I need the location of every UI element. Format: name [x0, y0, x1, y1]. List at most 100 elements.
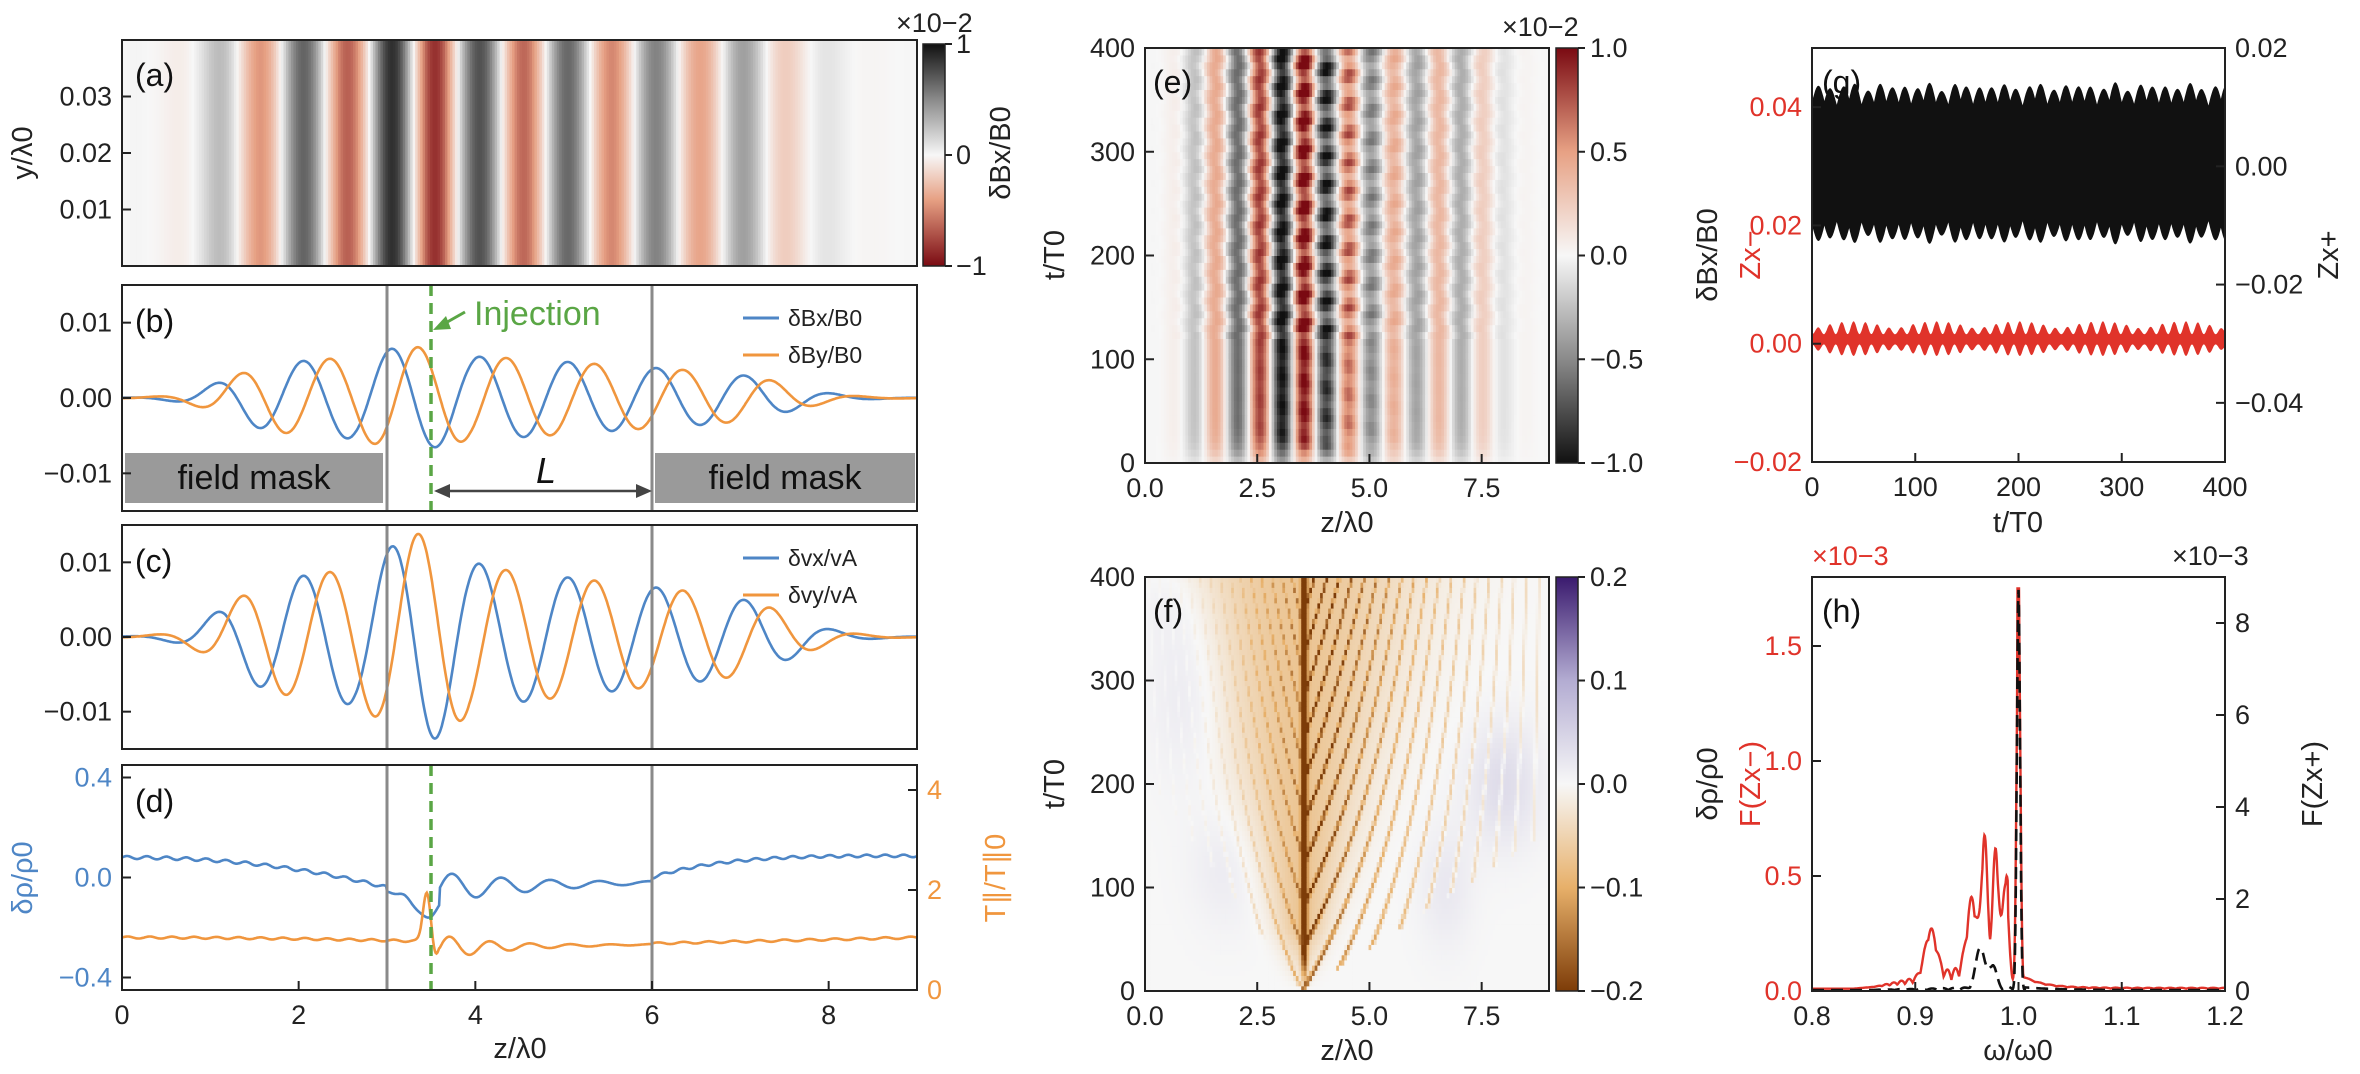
e-cell	[1161, 380, 1165, 388]
e-cell	[1185, 442, 1189, 450]
e-cell	[1384, 386, 1388, 395]
e-cell	[1465, 386, 1469, 395]
e-cell	[1500, 435, 1504, 443]
a-cell	[584, 40, 588, 266]
e-cell	[1492, 393, 1496, 402]
e-cell	[1338, 435, 1343, 443]
a-cell	[566, 40, 570, 266]
e-cell	[1338, 428, 1343, 436]
e-cell	[1352, 442, 1356, 450]
e-cell	[1320, 393, 1324, 402]
e-cell	[1306, 380, 1310, 388]
e-cell	[1495, 400, 1499, 409]
e-cell	[1188, 456, 1192, 463]
e-cell	[1285, 442, 1289, 450]
a-cell	[621, 40, 625, 266]
e-cell	[1497, 421, 1502, 429]
e-cell	[1171, 421, 1176, 429]
d-ytick-r-label-2: 0	[927, 975, 942, 1005]
e-cell	[1497, 428, 1502, 436]
a-cell	[139, 40, 143, 266]
a-cell	[420, 40, 424, 266]
a-cell	[767, 40, 772, 266]
e-cell	[1247, 442, 1251, 450]
e-cell	[1452, 421, 1456, 429]
e-cell	[1460, 449, 1464, 457]
e-cell	[1161, 456, 1165, 463]
e-cell	[1473, 400, 1477, 409]
e-cell	[1355, 386, 1359, 395]
e-cell	[1282, 456, 1286, 463]
e-cell	[1155, 428, 1159, 436]
e-cell	[1449, 428, 1453, 436]
e-cell	[1241, 380, 1246, 388]
e-cell	[1505, 442, 1510, 450]
e-cell	[1279, 386, 1283, 395]
a-cell	[492, 40, 496, 266]
e-cell	[1349, 456, 1353, 463]
e-cell	[1500, 456, 1504, 463]
e-cell	[1390, 421, 1394, 429]
e-cell	[1522, 407, 1526, 416]
e-cell	[1231, 400, 1235, 409]
e-cell	[1295, 456, 1300, 463]
a-cell	[594, 40, 598, 266]
e-cell	[1465, 449, 1469, 457]
e-cell	[1336, 414, 1340, 422]
a-yticks: 0.010.020.03	[59, 82, 131, 225]
e-cell	[1193, 414, 1197, 422]
e-cell	[1279, 407, 1283, 416]
a-cell	[223, 40, 227, 266]
e-cell	[1470, 449, 1475, 457]
e-cell	[1212, 421, 1216, 429]
a-cell	[599, 40, 603, 266]
e-cell	[1443, 407, 1448, 416]
e-cell	[1505, 421, 1510, 429]
e-cell	[1516, 435, 1520, 443]
e-cell	[1260, 386, 1264, 395]
e-cell	[1314, 414, 1318, 422]
e-cell	[1236, 428, 1240, 436]
e-cell	[1513, 407, 1518, 416]
e-cell	[1228, 435, 1232, 443]
a-cell	[902, 40, 906, 266]
a-cell	[502, 40, 506, 266]
a-cell	[671, 40, 675, 266]
a-cell	[320, 40, 324, 266]
a-cell	[713, 40, 717, 266]
e-cell	[1309, 428, 1313, 436]
a-cell	[266, 40, 270, 266]
e-cell	[1476, 449, 1480, 457]
a-cell	[355, 40, 359, 266]
e-cell	[1390, 400, 1394, 409]
e-cell	[1301, 449, 1305, 457]
e-cell	[1174, 442, 1178, 450]
e-cell	[1317, 400, 1321, 409]
e-cell	[1454, 442, 1458, 450]
e-cell	[1387, 386, 1391, 395]
e-cell	[1236, 449, 1240, 457]
e-cell	[1352, 449, 1356, 457]
e-cell	[1535, 428, 1539, 436]
e-cell	[1171, 456, 1176, 463]
e-cell	[1422, 414, 1426, 422]
a-cell	[651, 40, 655, 266]
e-cell	[1538, 442, 1542, 450]
e-cell	[1233, 380, 1238, 388]
e-cell	[1185, 456, 1189, 463]
e-cell	[1260, 414, 1264, 422]
e-cell	[1538, 449, 1542, 457]
a-cell	[666, 40, 670, 266]
a-cell	[417, 40, 421, 266]
e-cell	[1452, 400, 1456, 409]
e-cell	[1519, 400, 1523, 409]
e-cell	[1220, 456, 1224, 463]
e-cell	[1433, 386, 1437, 395]
e-cell	[1258, 386, 1262, 395]
e-cell	[1468, 449, 1472, 457]
e-cell	[1325, 414, 1329, 422]
e-cell	[1522, 449, 1526, 457]
a-cell	[753, 40, 757, 266]
e-cell	[1524, 428, 1528, 436]
